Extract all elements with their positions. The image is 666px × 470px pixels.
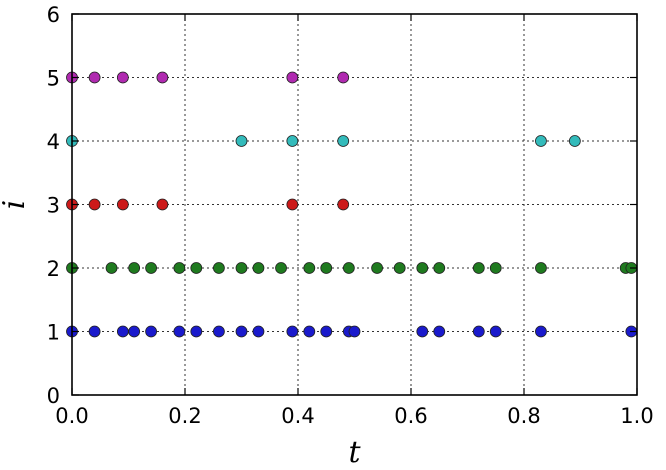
point-i2 [371,262,384,274]
point-i4 [535,135,547,147]
point-i1 [212,325,225,338]
point-i1 [433,325,446,338]
y-tick-label: 2 [47,257,60,281]
point-i1 [190,325,203,338]
point-i1 [286,325,299,338]
point-i3 [156,198,169,211]
point-i5 [156,71,169,84]
point-i2 [145,262,158,274]
point-i2 [128,262,141,274]
x-tick-label: 0.2 [168,404,201,428]
point-i2 [320,262,333,274]
point-i5 [88,71,101,84]
point-i2 [416,262,429,274]
point-i1 [252,325,265,338]
point-i2 [393,262,406,274]
y-tick-label: 4 [47,130,60,154]
x-tick-label: 0.6 [394,404,427,428]
y-tick-label: 3 [47,194,60,218]
point-i3 [116,198,129,211]
point-i5 [116,71,129,84]
x-axis-label: t [348,435,361,470]
x-tick-label: 0.0 [55,404,88,428]
y-tick-label: 1 [47,321,60,345]
point-i5 [337,71,350,84]
y-tick-label: 5 [47,67,60,91]
point-i4 [568,135,581,147]
point-i2 [235,262,248,274]
point-i4 [235,135,248,147]
point-i2 [535,262,547,274]
x-tick-label: 1.0 [620,404,653,428]
point-i2 [489,262,502,274]
point-i2 [472,262,485,274]
point-i1 [472,325,485,338]
point-i2 [433,262,446,274]
point-i4 [337,135,350,147]
y-tick-label: 0 [47,384,60,408]
point-i2 [252,262,265,274]
point-i3 [88,198,101,211]
point-i3 [337,198,350,211]
x-tick-label: 0.8 [507,404,540,428]
point-i2 [342,262,355,274]
point-i1 [116,325,129,338]
x-tick-label: 0.4 [281,404,314,428]
point-i1 [88,325,101,338]
y-tick-label: 6 [47,3,60,27]
data-points [66,71,638,338]
point-i4 [286,135,299,147]
point-i2 [105,262,118,274]
point-i2 [303,262,316,274]
point-i1 [320,325,333,338]
point-i1 [173,325,186,338]
y-tick-labels: 0 1 2 3 4 5 6 [47,3,60,408]
point-i1 [128,325,141,338]
point-i2 [173,262,186,274]
point-i3 [286,198,299,211]
x-tick-labels: 0.0 0.2 0.4 0.6 0.8 1.0 [55,404,653,428]
point-i1 [235,325,248,338]
point-i1 [348,325,361,338]
point-i1 [489,325,502,338]
point-i2 [275,262,287,274]
point-i2 [190,262,203,274]
point-i1 [303,325,316,338]
point-i1 [145,325,158,338]
point-i1 [416,325,429,338]
y-axis-label: i [0,200,32,210]
point-i2 [212,262,225,274]
point-i1 [535,325,547,338]
axis-ticks [71,13,638,396]
point-i5 [286,71,299,84]
